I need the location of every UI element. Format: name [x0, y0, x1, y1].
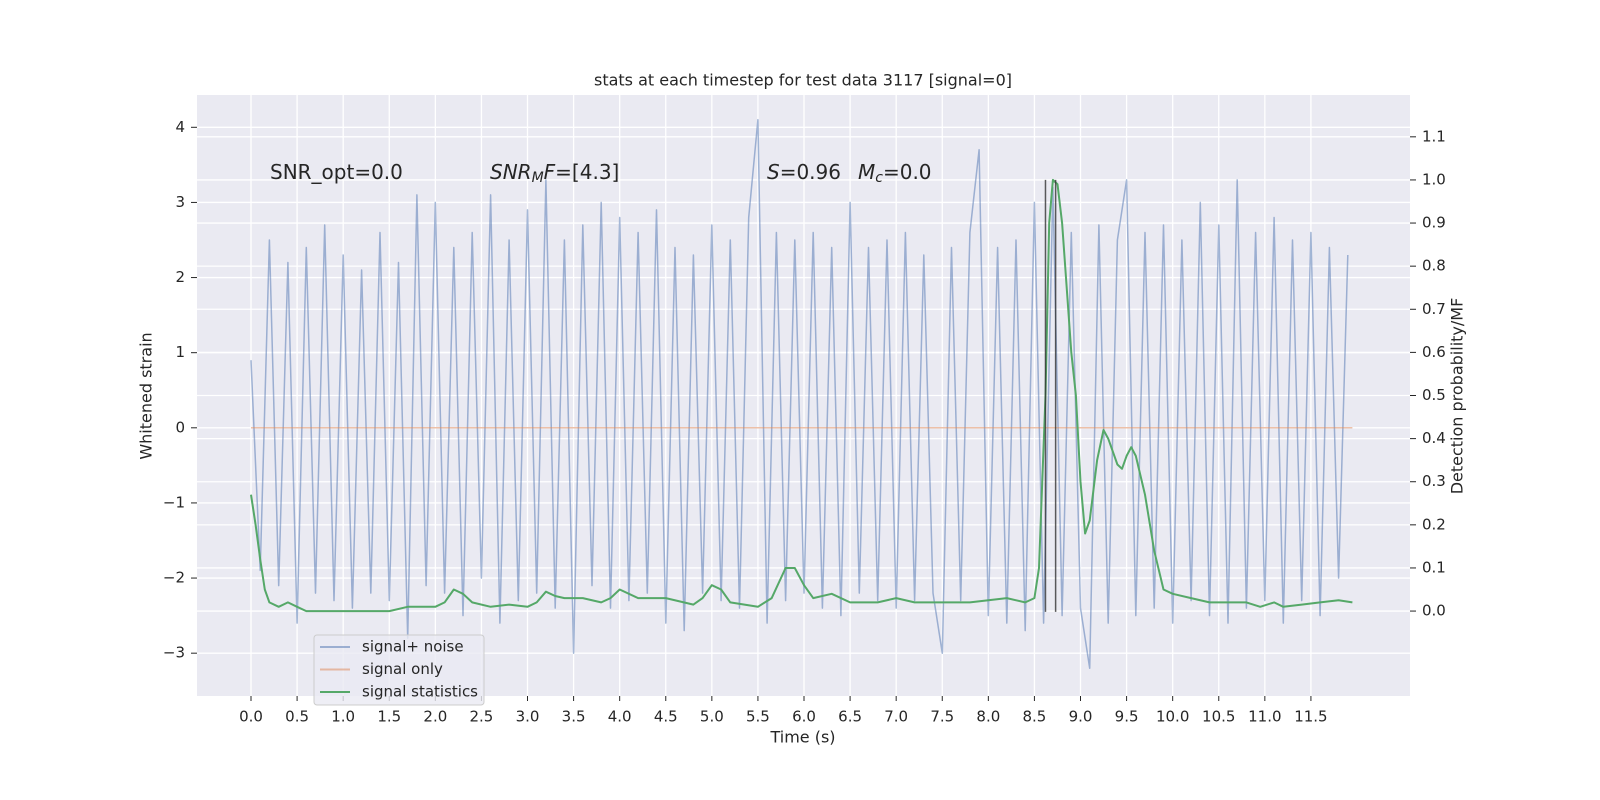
annotation-part: F [544, 160, 556, 184]
y2-tick-label: 1.0 [1422, 170, 1446, 188]
y2-tick-label: 1.1 [1422, 127, 1446, 145]
x-axis-label: Time (s) [769, 728, 835, 747]
x-tick-label: 8.5 [1022, 708, 1046, 726]
x-tick-label: 4.0 [608, 708, 632, 726]
annotation-part: S [767, 160, 780, 184]
legend-box [313, 634, 485, 706]
x-tick-label: 0.5 [285, 708, 309, 726]
annotation-part: =0.0 [883, 160, 932, 184]
x-tick-label: 1.5 [377, 708, 401, 726]
annotation: SNR_opt=0.0 [270, 160, 403, 184]
y2-tick-label: 0.2 [1422, 515, 1446, 533]
y-tick-label: 0 [175, 418, 185, 436]
axes: 0.0 0.5 1.0 1.5 2.0 2.5 3.0 3.5 4.0 4.5 5.0 5.5 6.0 6… [163, 118, 1446, 726]
x-tick-label: 8.0 [976, 708, 1000, 726]
x-tick-label: 5.5 [746, 708, 770, 726]
x-tick-label: 9.5 [1115, 708, 1139, 726]
marks [250, 119, 1353, 669]
y2-tick-label: 0.0 [1422, 602, 1446, 620]
y-tick-label: 4 [175, 118, 185, 136]
y2-tick-label: 0.7 [1422, 300, 1446, 318]
x-tick-label: 0.0 [239, 708, 263, 726]
annotation: SNRMF=[4.3] [490, 160, 619, 187]
annotation: Mc=0.0 [858, 160, 932, 187]
x-tick-label: 3.5 [562, 708, 586, 726]
annotation: S=0.96 [767, 160, 841, 184]
x-tick-label: 7.5 [930, 708, 954, 726]
annotation-part: c [875, 170, 883, 186]
y2-tick-label: 0.4 [1422, 429, 1446, 447]
annotation-part: =0.96 [780, 160, 841, 184]
y2-tick-label: 0.9 [1422, 214, 1446, 232]
x-tick-label: 11.0 [1248, 708, 1281, 726]
annotation-part: M [532, 170, 544, 186]
y2-tick-label: 0.8 [1422, 257, 1446, 275]
y2-axis-label: Detection probability/MF [1448, 298, 1467, 495]
annotation-part: SNR_opt=0.0 [270, 160, 403, 184]
y-tick-label: −2 [163, 569, 185, 587]
annotation-part: SNR [490, 160, 532, 184]
y2-tick-label: 0.5 [1422, 386, 1446, 404]
x-tick-label: 1.0 [331, 708, 355, 726]
chart-title: stats at each timestep for test data 311… [594, 71, 1012, 90]
x-tick-label: 2.0 [423, 708, 447, 726]
legend-label: signal statistics [362, 683, 478, 701]
x-tick-label: 2.5 [469, 708, 493, 726]
legend: signal+ noise signal only signal statistic… [313, 634, 485, 706]
x-tick-label: 3.0 [516, 708, 540, 726]
annotation-part: M [858, 160, 875, 184]
x-tick-label: 7.0 [884, 708, 908, 726]
y2-tick-label: 0.3 [1422, 472, 1446, 490]
y2-tick-label: 0.1 [1422, 558, 1446, 576]
x-tick-label: 6.0 [792, 708, 816, 726]
y2-tick-label: 0.6 [1422, 343, 1446, 361]
legend-label: signal+ noise [362, 638, 464, 656]
x-tick-label: 10.0 [1156, 708, 1189, 726]
y-axis-label: Whitened strain [137, 332, 156, 459]
y-tick-label: −1 [163, 493, 185, 511]
x-tick-label: 4.5 [654, 708, 678, 726]
y-tick-label: 2 [175, 268, 185, 286]
x-tick-label: 10.5 [1202, 708, 1235, 726]
series-line [250, 119, 1349, 669]
y-tick-label: −3 [163, 644, 185, 662]
y-tick-label: 1 [175, 343, 185, 361]
x-tick-label: 5.0 [700, 708, 724, 726]
x-tick-label: 11.5 [1294, 708, 1327, 726]
annotation-part: =[4.3] [555, 160, 619, 184]
y-tick-label: 3 [175, 193, 185, 211]
x-tick-label: 9.0 [1069, 708, 1093, 726]
series-line [250, 178, 1353, 613]
legend-label: signal only [362, 660, 443, 678]
x-tick-label: 6.5 [838, 708, 862, 726]
